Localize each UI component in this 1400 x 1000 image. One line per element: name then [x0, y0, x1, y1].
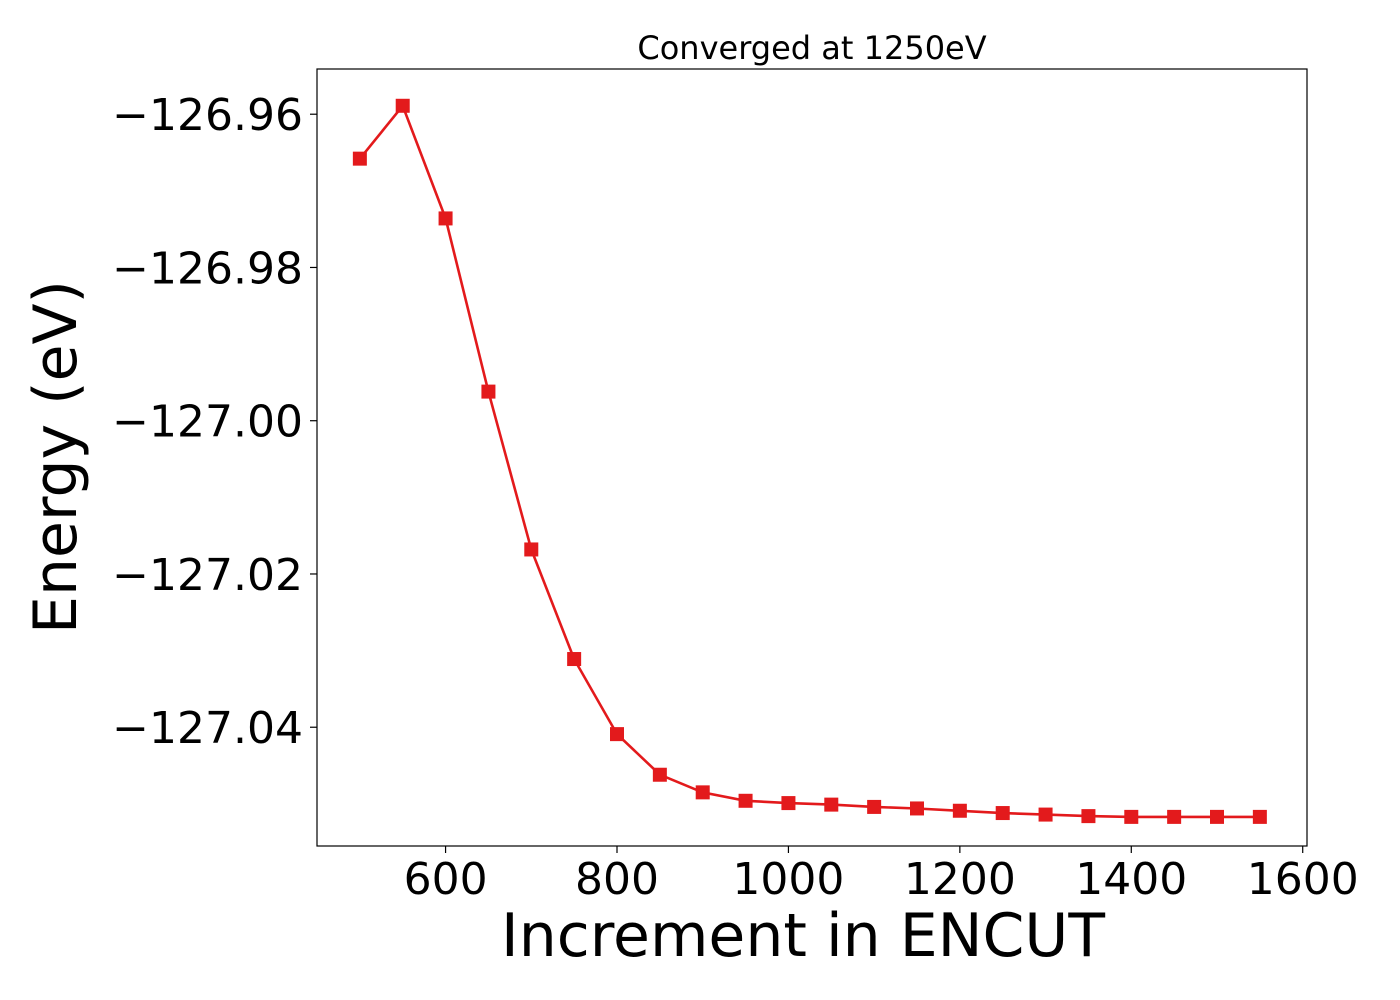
data-point	[610, 727, 624, 742]
data-point	[867, 799, 882, 814]
y-tick-label: −127.00	[112, 397, 303, 448]
chart-title: Converged at 1250eV	[637, 29, 986, 67]
series-line	[358, 103, 1260, 819]
data-point	[1252, 809, 1267, 824]
data-point	[1081, 809, 1096, 824]
data-point	[1167, 809, 1182, 824]
data-point	[395, 98, 410, 113]
x-axis-ticks: 600 800 1000 1200 1400 1600	[404, 846, 1359, 905]
data-point	[1210, 809, 1224, 824]
x-axis-label: Increment in ENCUT	[501, 901, 1105, 971]
data-point	[781, 796, 796, 811]
x-tick-label: 1400	[1075, 854, 1187, 905]
y-axis-ticks: −126.96 −126.98 −127.00 −127.02 −127.04	[112, 90, 317, 754]
data-point	[910, 801, 924, 816]
data-point	[995, 806, 1010, 821]
data-point	[524, 542, 539, 557]
data-point	[1124, 809, 1139, 824]
data-point	[567, 652, 582, 667]
series-energy	[352, 98, 1267, 824]
data-point	[952, 803, 967, 818]
y-tick-label: −127.02	[112, 550, 303, 601]
y-axis-label: Energy (eV)	[21, 280, 91, 634]
data-point	[652, 767, 667, 782]
data-point	[738, 793, 753, 808]
y-tick-label: −127.04	[112, 703, 303, 754]
y-tick-label: −126.98	[112, 243, 303, 294]
x-tick-label: 600	[404, 854, 488, 905]
x-tick-label: 1000	[732, 854, 844, 905]
x-tick-label: 1600	[1247, 854, 1359, 905]
data-point	[824, 797, 839, 812]
x-tick-label: 1200	[904, 854, 1016, 905]
plot-frame	[316, 68, 1308, 847]
data-point	[1038, 807, 1053, 822]
data-point	[438, 211, 453, 226]
y-tick-label: −126.96	[112, 90, 303, 141]
data-point	[695, 785, 710, 800]
data-point	[481, 384, 496, 399]
x-tick-label: 800	[575, 854, 659, 905]
data-point	[352, 151, 367, 166]
